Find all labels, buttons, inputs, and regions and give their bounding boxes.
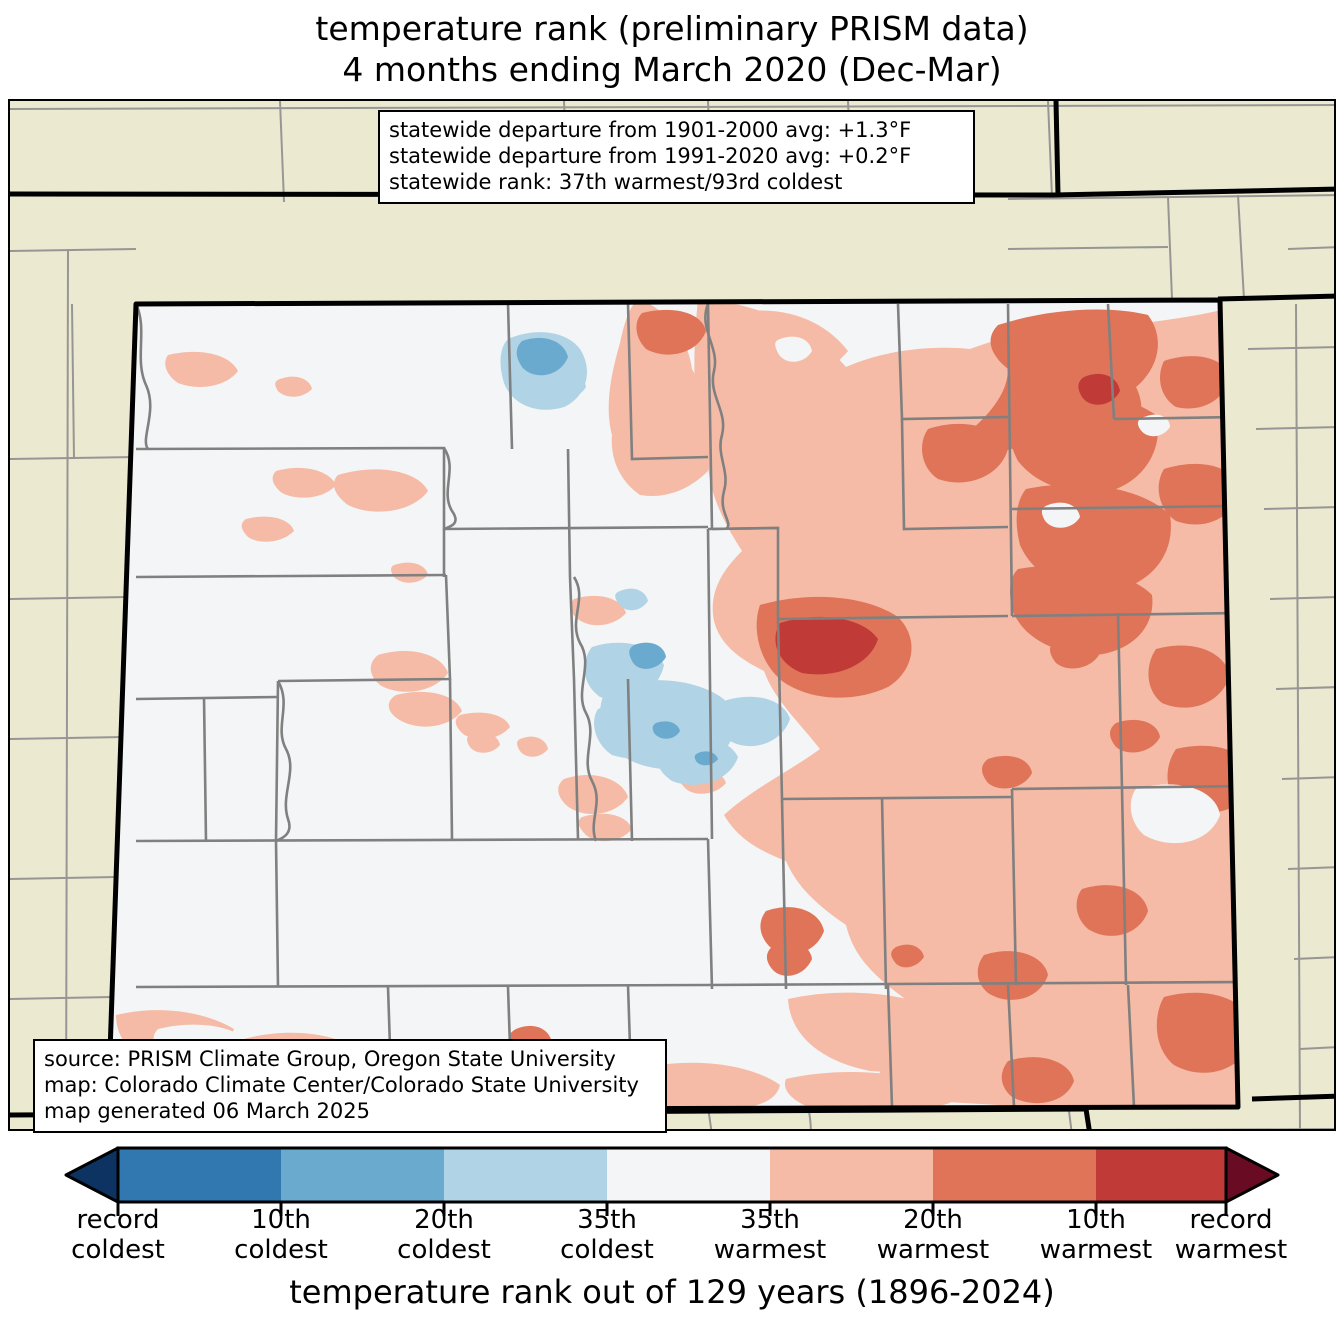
source-attribution-box: source: PRISM Climate Group, Oregon Stat… bbox=[33, 1039, 667, 1133]
tick-label-top: 20th bbox=[903, 1205, 963, 1235]
colorbar-label-10th-coldest: 10th coldest bbox=[201, 1205, 361, 1265]
stats-departure-1901-2000: statewide departure from 1901-2000 avg: … bbox=[389, 118, 912, 142]
tick-label-top: 35th bbox=[740, 1205, 800, 1235]
tick-label-bottom: warmest bbox=[1174, 1235, 1288, 1265]
map-frame bbox=[8, 99, 1336, 1131]
colorbar-cap-record-coldest bbox=[64, 1146, 120, 1204]
colorbar-band-near-normal bbox=[607, 1148, 770, 1202]
page-title: temperature rank (preliminary PRISM data… bbox=[0, 8, 1344, 90]
colorbar-caption: temperature rank out of 129 years (1896-… bbox=[289, 1273, 1055, 1311]
colorbar-band-35th-warmest bbox=[770, 1148, 933, 1202]
title-line-1: temperature rank (preliminary PRISM data… bbox=[315, 9, 1029, 48]
colorado-interior bbox=[108, 300, 1238, 1110]
colorbar-label-record-coldest: record coldest bbox=[38, 1205, 198, 1265]
tick-label-bottom: coldest bbox=[71, 1235, 165, 1265]
tick-label-top: record bbox=[1189, 1205, 1273, 1235]
colorbar-band-35th-coldest bbox=[444, 1148, 607, 1202]
colorbar-label-20th-warmest: 20th warmest bbox=[853, 1205, 1013, 1265]
colorado-temperature-rank-map bbox=[10, 101, 1334, 1129]
rank-20th-coldest-areas bbox=[516, 337, 718, 766]
stats-statewide-rank: statewide rank: 37th warmest/93rd coldes… bbox=[389, 170, 843, 194]
tick-label-bottom: coldest bbox=[560, 1235, 654, 1265]
colorbar-swatches bbox=[64, 1146, 1280, 1216]
colorbar bbox=[0, 1140, 1344, 1220]
tick-label-bottom: coldest bbox=[397, 1235, 491, 1265]
colorado-county-lines bbox=[134, 303, 1238, 1108]
tick-label-bottom: warmest bbox=[1039, 1235, 1153, 1265]
tick-label-top: record bbox=[76, 1205, 160, 1235]
source-line: source: PRISM Climate Group, Oregon Stat… bbox=[44, 1047, 616, 1071]
colorbar-label-35th-warmest: 35th warmest bbox=[690, 1205, 850, 1265]
colorbar-label-35th-coldest: 35th coldest bbox=[527, 1205, 687, 1265]
tick-label-bottom: coldest bbox=[234, 1235, 328, 1265]
colorbar-band-10th-coldest bbox=[118, 1148, 281, 1202]
tick-label-top: 35th bbox=[577, 1205, 637, 1235]
colorado-state-border bbox=[105, 297, 1241, 1113]
stats-departure-1991-2020: statewide departure from 1991-2020 avg: … bbox=[389, 144, 912, 168]
colorbar-tick-labels: record coldest 10th coldest 20th coldest… bbox=[0, 1205, 1344, 1267]
title-line-2: 4 months ending March 2020 (Dec-Mar) bbox=[342, 50, 1002, 89]
colorbar-band-20th-coldest bbox=[281, 1148, 444, 1202]
tick-label-top: 10th bbox=[251, 1205, 311, 1235]
map-generated-line: map generated 06 March 2025 bbox=[44, 1099, 371, 1123]
tick-label-bottom: warmest bbox=[876, 1235, 990, 1265]
colorbar-cap-record-warmest bbox=[1224, 1146, 1280, 1204]
colorbar-label-10th-warmest: 10th warmest bbox=[1016, 1205, 1176, 1265]
colorbar-ticks bbox=[116, 1202, 1228, 1216]
colorbar-outline bbox=[116, 1146, 1228, 1204]
tick-label-top: 10th bbox=[1066, 1205, 1126, 1235]
statewide-stats-box: statewide departure from 1901-2000 avg: … bbox=[378, 110, 975, 204]
colorbar-band-10th-warmest bbox=[1096, 1148, 1226, 1202]
colorbar-label-20th-coldest: 20th coldest bbox=[364, 1205, 524, 1265]
colorbar-label-record-warmest: record warmest bbox=[1146, 1205, 1316, 1265]
rank-10th-warmest-areas bbox=[775, 373, 1120, 675]
map-credit-line: map: Colorado Climate Center/Colorado St… bbox=[44, 1073, 639, 1097]
colorbar-band-20th-warmest bbox=[933, 1148, 1096, 1202]
tick-label-bottom: warmest bbox=[713, 1235, 827, 1265]
tick-label-top: 20th bbox=[414, 1205, 474, 1235]
